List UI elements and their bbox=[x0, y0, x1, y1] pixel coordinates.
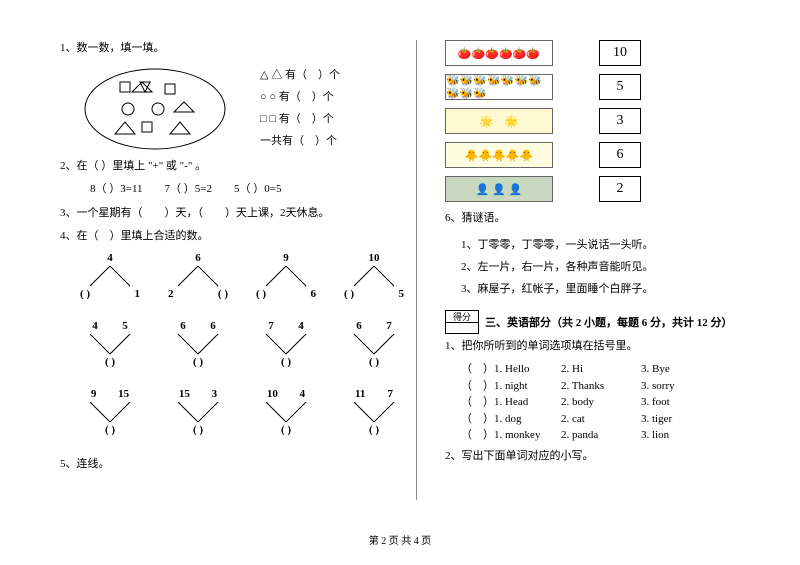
score-value bbox=[446, 323, 478, 334]
cir-label: ○ 有（ ）个 bbox=[269, 91, 333, 103]
english-row: （ ）1. monkey2. panda3. lion bbox=[461, 427, 740, 444]
english-row: （ ）1. dog2. cat3. tiger bbox=[461, 411, 740, 428]
score-label: 得分 bbox=[446, 311, 478, 323]
split-cell: 9( )6 bbox=[256, 252, 316, 300]
riddle-2: 2、左一片，右一片，各种声音能听见。 bbox=[461, 256, 740, 278]
picture-box: 🐥🐥🐥🐥🐥 bbox=[445, 142, 553, 168]
section-3-title: 三、英语部分（共 2 小题，每题 6 分，共计 12 分） bbox=[485, 314, 733, 330]
english-options: （ ）1. Hello2. Hi3. Bye（ ）1. night2. Than… bbox=[445, 361, 740, 444]
square-icon: □ bbox=[260, 113, 267, 125]
split-cell: 74( ) bbox=[256, 320, 316, 368]
matching-area: 🍅🍅🍅🍅🍅🍅 10 🐝🐝🐝🐝🐝🐝🐝🐝🐝🐝 5 🌟 🌟 3 🐥🐥🐥🐥🐥 6 👤 👤 👤 2 bbox=[445, 40, 740, 202]
picture-box: 🌟 🌟 bbox=[445, 108, 553, 134]
match-row: 🌟 🌟 3 bbox=[445, 108, 740, 134]
english-row: （ ）1. Hello2. Hi3. Bye bbox=[461, 361, 740, 378]
q3-text: 3、一个星期有（ ）天，（ ）天上课，2天休息。 bbox=[60, 205, 404, 223]
q6-title: 6、猜谜语。 bbox=[445, 210, 740, 228]
match-row: 🐝🐝🐝🐝🐝🐝🐝🐝🐝🐝 5 bbox=[445, 74, 740, 100]
match-row: 👤 👤 👤 2 bbox=[445, 176, 740, 202]
sum-label: 一共有（ ）个 bbox=[260, 130, 340, 152]
split-cell: 915( ) bbox=[80, 388, 140, 436]
eng-q2-title: 2、写出下面单词对应的小写。 bbox=[445, 448, 740, 466]
split-cell: 104( ) bbox=[256, 388, 316, 436]
number-box: 10 bbox=[599, 40, 641, 66]
triangle-icon: △ bbox=[260, 69, 268, 81]
picture-box: 👤 👤 👤 bbox=[445, 176, 553, 202]
number-box: 3 bbox=[599, 108, 641, 134]
number-box: 6 bbox=[599, 142, 641, 168]
shapes-oval bbox=[80, 64, 230, 154]
split-cell: 10( )5 bbox=[344, 252, 404, 300]
tri-label: △ 有（ ）个 bbox=[271, 69, 340, 81]
sq-label: □ 有（ ）个 bbox=[269, 113, 333, 125]
picture-box: 🐝🐝🐝🐝🐝🐝🐝🐝🐝🐝 bbox=[445, 74, 553, 100]
split-cell: 4( )1 bbox=[80, 252, 140, 300]
page-footer: 第 2 页 共 4 页 bbox=[0, 532, 800, 547]
english-row: （ ）1. Head2. body3. foot bbox=[461, 394, 740, 411]
split-cell: 117( ) bbox=[344, 388, 404, 436]
right-column: 🍅🍅🍅🍅🍅🍅 10 🐝🐝🐝🐝🐝🐝🐝🐝🐝🐝 5 🌟 🌟 3 🐥🐥🐥🐥🐥 6 👤 👤 👤 2 6、猜谜… bbox=[437, 40, 740, 500]
split-cell: 67( ) bbox=[344, 320, 404, 368]
match-row: 🍅🍅🍅🍅🍅🍅 10 bbox=[445, 40, 740, 66]
q1-figure: △ △ 有（ ）个 ○ ○ 有（ ）个 □ □ 有（ ）个 一共有（ ）个 bbox=[80, 64, 404, 154]
q1-title: 1、数一数，填一填。 bbox=[60, 40, 404, 58]
q2-equations: 8（ ）3=11 7（ ）5=2 5（ ）0=5 bbox=[90, 181, 404, 199]
match-row: 🐥🐥🐥🐥🐥 6 bbox=[445, 142, 740, 168]
left-column: 1、数一数，填一填。 △ △ 有（ ）个 ○ ○ 有（ ）个 □ □ 有（ ）个… bbox=[60, 40, 417, 500]
riddle-1: 1、丁零零，丁零零，一头说话一头听。 bbox=[461, 234, 740, 256]
riddle-3: 3、麻屋子，红帐子，里面睡个白胖子。 bbox=[461, 278, 740, 300]
shape-count-list: △ △ 有（ ）个 ○ ○ 有（ ）个 □ □ 有（ ）个 一共有（ ）个 bbox=[260, 64, 340, 152]
q4-title: 4、在（ ）里填上合适的数。 bbox=[60, 228, 404, 246]
circle-icon: ○ bbox=[260, 91, 267, 103]
split-cell: 66( ) bbox=[168, 320, 228, 368]
number-split-grid: 4( )1 62( ) 9( )6 10( )5 45( ) 66( ) 74( ) 67( … bbox=[80, 252, 404, 436]
english-row: （ ）1. night2. Thanks3. sorry bbox=[461, 378, 740, 395]
split-cell: 62( ) bbox=[168, 252, 228, 300]
q5-text: 5、连线。 bbox=[60, 456, 404, 474]
picture-box: 🍅🍅🍅🍅🍅🍅 bbox=[445, 40, 553, 66]
eng-q1-title: 1、把你所听到的单词选项填在括号里。 bbox=[445, 338, 740, 356]
number-box: 2 bbox=[599, 176, 641, 202]
q2-title: 2、在（ ）里填上 "+" 或 "-" 。 bbox=[60, 158, 404, 176]
split-cell: 153( ) bbox=[168, 388, 228, 436]
split-cell: 45( ) bbox=[80, 320, 140, 368]
number-box: 5 bbox=[599, 74, 641, 100]
score-box: 得分 bbox=[445, 310, 479, 334]
